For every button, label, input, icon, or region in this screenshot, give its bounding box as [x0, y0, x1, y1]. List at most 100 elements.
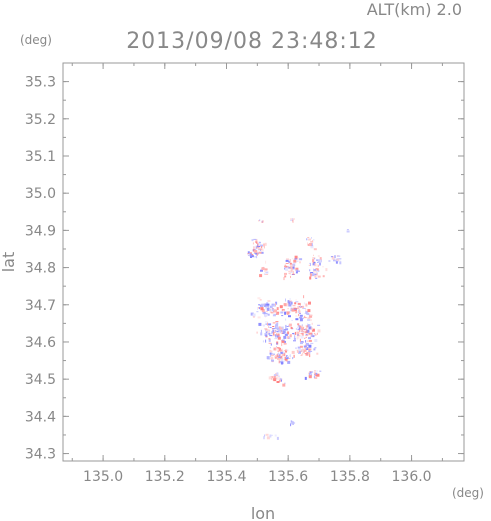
echo-pixel — [277, 375, 280, 377]
echo-pixel — [298, 310, 301, 314]
echo-layer — [247, 218, 350, 440]
echo-pixel — [272, 310, 274, 313]
echo-pixel — [284, 340, 286, 343]
echo-pixel — [317, 259, 321, 263]
echo-pixel — [273, 332, 275, 336]
echo-pixel — [305, 330, 308, 332]
echo-pixel — [299, 328, 301, 332]
echo-pixel — [299, 318, 303, 322]
echo-pixel — [313, 270, 317, 273]
echo-pixel — [284, 275, 287, 278]
echo-pixel — [299, 325, 302, 328]
x-tick-label: 135.0 — [83, 469, 123, 485]
echo-pixel — [273, 375, 276, 379]
echo-pixel — [266, 331, 268, 333]
echo-pixel — [308, 301, 311, 305]
echo-pixel — [281, 315, 284, 317]
echo-pixel — [284, 333, 288, 336]
echo-pixel — [261, 221, 264, 223]
echo-pixel — [330, 256, 333, 258]
echo-pixel — [287, 302, 289, 305]
echo-pixel — [287, 301, 291, 305]
echo-pixel — [265, 334, 268, 337]
echo-pixel — [319, 257, 322, 261]
echo-pixel — [282, 310, 285, 312]
echo-pixel — [297, 302, 301, 305]
echo-pixel — [258, 251, 262, 254]
echo-pixel — [263, 311, 266, 315]
echo-pixel — [297, 335, 301, 337]
echo-pixel — [285, 263, 289, 264]
echo-pixel — [304, 312, 307, 314]
echo-pixel — [277, 336, 281, 340]
echo-pixel — [302, 308, 306, 309]
echo-pixel — [285, 348, 287, 351]
echo-pixel — [306, 313, 310, 315]
chart-timestamp: 2013/09/08 23:48:12 — [126, 29, 378, 54]
echo-pixel — [265, 305, 269, 308]
echo-pixel — [269, 309, 271, 311]
echo-pixel — [279, 335, 281, 337]
echo-pixel — [317, 329, 321, 333]
echo-pixel — [253, 248, 255, 252]
echo-pixel — [308, 375, 312, 379]
x-tick-label: 135.8 — [330, 469, 370, 485]
echo-pixel — [289, 262, 292, 264]
echo-pixel — [301, 325, 303, 328]
echo-pixel — [309, 332, 313, 335]
echo-pixel — [305, 328, 307, 330]
echo-pixel — [304, 344, 306, 346]
echo-pixel — [253, 247, 256, 249]
echo-pixel — [308, 372, 310, 375]
echo-pixel — [300, 306, 304, 308]
echo-pixel — [257, 243, 259, 247]
echo-pixel — [309, 335, 313, 337]
echo-pixel — [276, 331, 279, 333]
y-tick-label: 34.6 — [25, 335, 56, 351]
echo-pixel — [293, 259, 297, 263]
echo-pixel — [255, 241, 258, 243]
echo-pixel — [288, 267, 291, 269]
echo-pixel — [293, 354, 295, 358]
echo-pixel — [272, 326, 275, 327]
echo-pixel — [275, 377, 278, 380]
echo-pixel — [308, 352, 310, 355]
echo-pixel — [297, 257, 299, 261]
echo-pixel — [277, 328, 281, 332]
echo-pixel — [302, 317, 304, 319]
echo-pixel — [298, 350, 301, 354]
echo-pixel — [259, 299, 262, 301]
echo-pixel — [292, 218, 294, 221]
y-axis-ticks: 34.3 34.4 34.5 34.6 34.7 34.8 34.9 35.0 35.1 35.2… — [25, 62, 464, 463]
echo-pixel — [286, 326, 289, 327]
echo-pixel — [290, 423, 292, 427]
echo-pixel — [301, 324, 303, 327]
echo-pixel — [269, 309, 272, 313]
echo-pixel — [287, 308, 289, 310]
echo-pixel — [316, 268, 319, 271]
echo-pixel — [273, 347, 277, 351]
echo-pixel — [313, 248, 317, 251]
echo-pixel — [290, 219, 293, 221]
echo-pixel — [270, 312, 274, 314]
echo-pixel — [295, 312, 297, 314]
echo-pixel — [285, 259, 289, 262]
echo-pixel — [314, 332, 316, 334]
echo-pixel — [273, 378, 276, 380]
echo-pixel — [296, 331, 300, 335]
echo-pixel — [283, 358, 286, 361]
echo-pixel — [289, 266, 293, 270]
echo-pixel — [256, 252, 258, 256]
echo-pixel — [284, 311, 287, 315]
echo-pixel — [295, 349, 297, 351]
echo-pixel — [288, 272, 290, 274]
echo-pixel — [260, 246, 264, 250]
echo-pixel — [316, 352, 319, 355]
echo-pixel — [272, 308, 274, 310]
echo-pixel — [309, 371, 312, 374]
y-tick-label: 35.1 — [25, 149, 56, 165]
echo-pixel — [274, 309, 277, 313]
echo-pixel — [269, 350, 273, 353]
echo-pixel — [270, 376, 274, 379]
echo-pixel — [286, 304, 290, 307]
